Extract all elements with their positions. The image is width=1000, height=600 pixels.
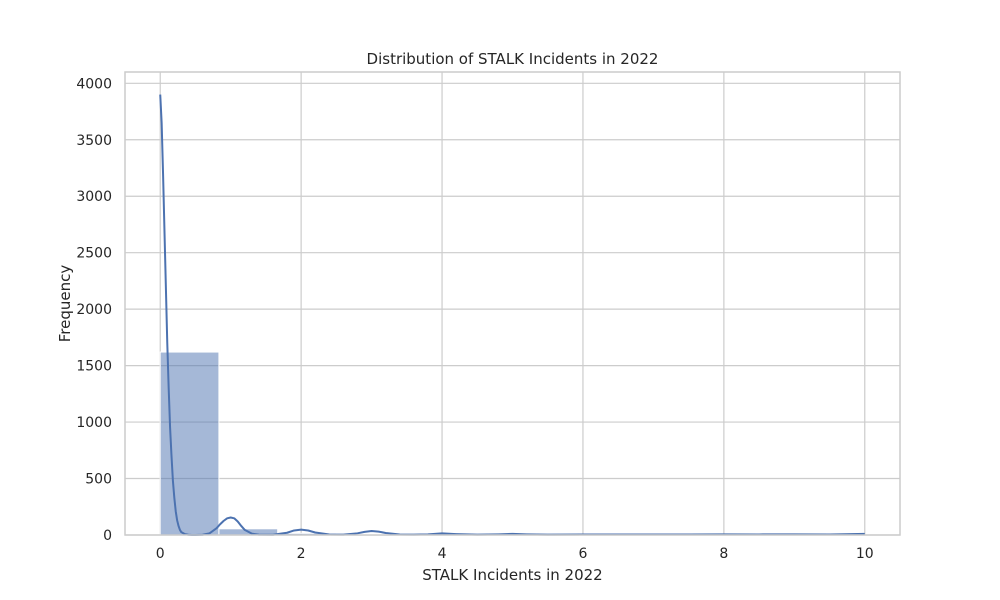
y-tick-label: 4000 [76, 76, 112, 92]
x-tick-label: 0 [156, 546, 165, 562]
y-tick-label: 0 [103, 528, 112, 544]
x-tick-label: 2 [297, 546, 306, 562]
y-tick-label: 2000 [76, 302, 112, 318]
y-tick-label: 500 [85, 472, 112, 488]
y-tick-label: 3500 [76, 133, 112, 149]
x-tick-label: 10 [856, 546, 874, 562]
chart-title: Distribution of STALK Incidents in 2022 [367, 50, 659, 68]
y-tick-label: 3000 [76, 189, 112, 205]
x-tick-label: 6 [578, 546, 587, 562]
x-axis-title: STALK Incidents in 2022 [422, 566, 602, 584]
plot-frame [124, 71, 901, 536]
x-tick-label: 4 [438, 546, 447, 562]
grid [125, 72, 900, 536]
kde-curve [159, 94, 865, 536]
kde-curve-group [159, 94, 865, 536]
y-axis-title: Frequency [56, 265, 74, 343]
histogram-bars [159, 351, 866, 536]
x-tick-labels: 0 2 4 6 8 10 [156, 546, 874, 562]
y-tick-labels: 0 500 1000 1500 2000 2500 3000 3500 4000 [76, 76, 112, 544]
y-tick-label: 2500 [76, 246, 112, 262]
y-tick-label: 1000 [76, 415, 112, 431]
x-tick-label: 8 [719, 546, 728, 562]
y-tick-label: 1500 [76, 359, 112, 375]
